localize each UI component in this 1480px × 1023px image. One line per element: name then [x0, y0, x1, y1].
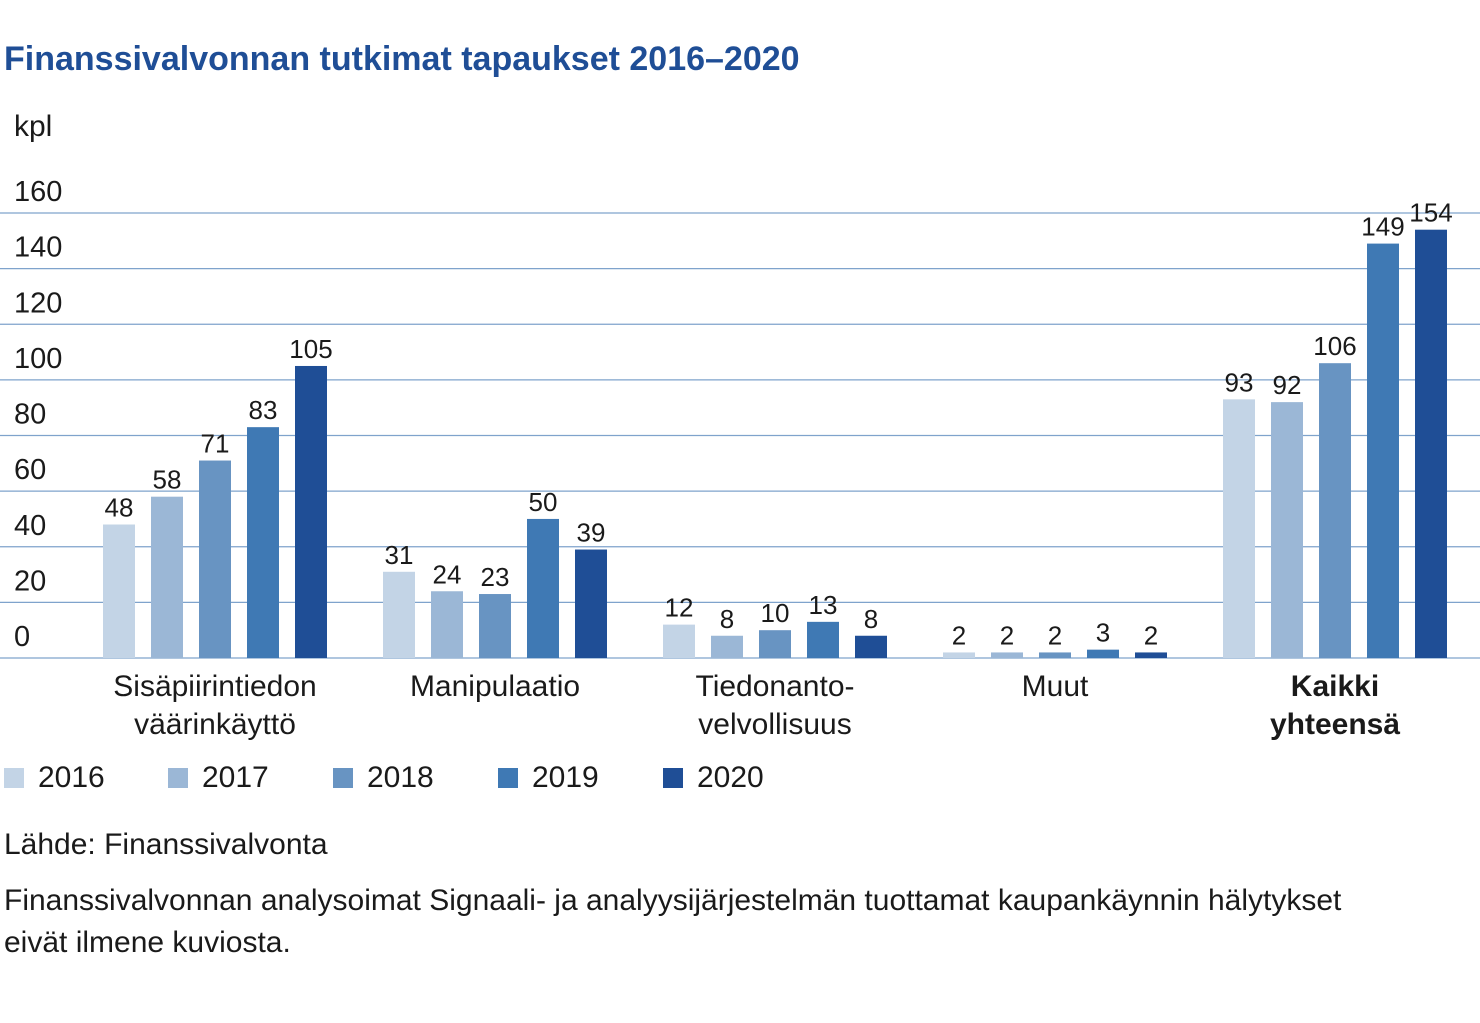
data-label-0-2017: 58	[153, 465, 182, 495]
x-category-label-2-line-0: Tiedonanto-	[696, 670, 855, 703]
bar-4-2017	[1271, 402, 1303, 658]
data-label-4-2020: 154	[1409, 198, 1452, 228]
data-label-4-2016: 93	[1225, 367, 1254, 397]
legend-item-2020: 2020	[663, 756, 764, 800]
y-tick-label-120: 120	[14, 287, 62, 319]
data-label-2-2016: 12	[665, 593, 694, 623]
footnote-text: Finanssivalvonnan analysoimat Signaali- …	[4, 884, 1342, 959]
bar-1-2019	[527, 518, 559, 658]
bar-3-2019	[1087, 649, 1119, 658]
legend-swatch-2018	[333, 768, 353, 788]
x-category-label-0-line-1: väärinkäyttö	[134, 708, 296, 741]
legend-item-2018: 2018	[333, 756, 434, 800]
bar-3-2018	[1039, 652, 1071, 658]
data-label-2-2019: 13	[809, 590, 838, 620]
data-label-4-2018: 106	[1313, 331, 1356, 361]
bar-1-2016	[383, 571, 415, 658]
bar-0-2017	[151, 496, 183, 658]
data-label-2-2017: 8	[720, 604, 734, 634]
bar-2-2020	[855, 635, 887, 658]
x-category-label-4-line-0: Kaikki	[1291, 670, 1379, 703]
legend-label-2017: 2017	[202, 761, 269, 794]
x-category-label-2-line-1: velvollisuus	[698, 708, 851, 741]
legend-swatch-2019	[498, 768, 518, 788]
y-tick-label-40: 40	[14, 510, 46, 542]
bar-4-2019	[1367, 243, 1399, 658]
legend-label-2019: 2019	[532, 761, 599, 794]
data-label-1-2020: 39	[577, 518, 606, 548]
source-text: Lähde: Finanssivalvonta	[4, 828, 328, 861]
bar-4-2016	[1223, 399, 1255, 658]
data-label-3-2016: 2	[952, 620, 966, 650]
data-label-4-2019: 149	[1361, 212, 1404, 242]
bar-0-2019	[247, 427, 279, 658]
data-label-0-2016: 48	[105, 493, 134, 523]
y-tick-label-60: 60	[14, 454, 46, 486]
data-label-3-2018: 2	[1048, 620, 1062, 650]
data-label-3-2019: 3	[1096, 618, 1110, 648]
legend-label-2016: 2016	[38, 761, 105, 794]
bar-4-2020	[1415, 229, 1447, 658]
bar-2-2018	[759, 630, 791, 658]
y-axis-unit-label: kpl	[14, 110, 53, 143]
data-label-2-2018: 10	[761, 598, 790, 628]
data-label-1-2019: 50	[529, 487, 558, 517]
legend: 2016 2017 2018 2019 2020	[4, 756, 904, 800]
y-tick-label-140: 140	[14, 232, 62, 264]
data-label-4-2017: 92	[1273, 370, 1302, 400]
data-label-2-2020: 8	[864, 604, 878, 634]
legend-label-2020: 2020	[697, 761, 764, 794]
bar-1-2018	[479, 594, 511, 658]
legend-swatch-2016	[4, 768, 24, 788]
legend-item-2016: 2016	[4, 756, 105, 800]
legend-swatch-2017	[168, 768, 188, 788]
bar-3-2017	[991, 652, 1023, 658]
data-label-1-2017: 24	[433, 559, 462, 589]
legend-swatch-2020	[663, 768, 683, 788]
y-tick-label-80: 80	[14, 399, 46, 431]
data-label-1-2018: 23	[481, 562, 510, 592]
legend-label-2018: 2018	[367, 761, 434, 794]
data-label-3-2020: 2	[1144, 620, 1158, 650]
bar-2-2016	[663, 624, 695, 658]
chart-title: Finanssivalvonnan tutkimat tapaukset 201…	[4, 40, 800, 78]
y-tick-label-20: 20	[14, 565, 46, 597]
data-label-3-2017: 2	[1000, 620, 1014, 650]
y-tick-label-100: 100	[14, 343, 62, 375]
legend-item-2019: 2019	[498, 756, 599, 800]
bar-1-2020	[575, 549, 607, 658]
x-category-label-1-line-0: Manipulaatio	[410, 670, 580, 703]
y-tick-label-0: 0	[14, 621, 30, 653]
data-label-1-2016: 31	[385, 540, 414, 570]
x-category-label-0-line-0: Sisäpiirintiedon	[113, 670, 316, 703]
bar-2-2019	[807, 621, 839, 658]
data-label-0-2018: 71	[201, 429, 230, 459]
bar-1-2017	[431, 591, 463, 658]
bar-2-2017	[711, 635, 743, 658]
bar-4-2018	[1319, 363, 1351, 658]
y-tick-label-160: 160	[14, 176, 62, 208]
bar-chart: 02040608010012014016048587183105Sisäpiir…	[0, 176, 1480, 741]
bar-3-2020	[1135, 652, 1167, 658]
bar-3-2016	[943, 652, 975, 658]
x-category-label-4-line-1: yhteensä	[1270, 708, 1400, 741]
bar-0-2020	[295, 365, 327, 658]
data-label-0-2019: 83	[249, 395, 278, 425]
data-label-0-2020: 105	[289, 334, 332, 364]
bar-0-2018	[199, 460, 231, 658]
legend-item-2017: 2017	[168, 756, 269, 800]
x-category-label-3-line-0: Muut	[1022, 670, 1089, 703]
bar-0-2016	[103, 524, 135, 658]
